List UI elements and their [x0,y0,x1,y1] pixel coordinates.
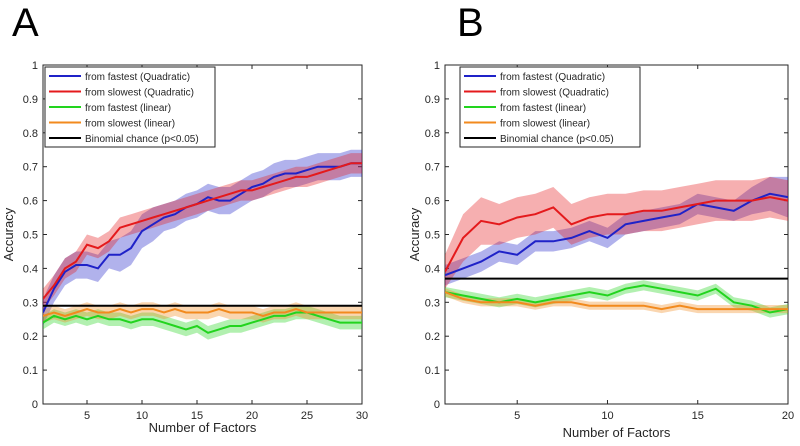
legend-label: from slowest (Quadratic) [85,88,194,99]
series-band-3 [445,280,788,318]
y-tick-label: 0.7 [425,162,440,174]
y-tick-label: 0.9 [425,94,440,106]
series-line-4 [445,291,788,311]
x-tick-label: 30 [356,410,368,422]
series-band-2 [43,153,362,310]
series-line-1 [445,192,788,277]
plot-marks [445,176,788,318]
y-tick-label: 0.3 [425,297,440,309]
y-tick-label: 0.2 [23,331,38,343]
x-tick-label: 15 [191,410,203,422]
y-axis-label: Accuracy [407,207,422,261]
panel-label: A [12,1,39,45]
x-tick-label: 10 [601,410,613,422]
legend: from fastest (Quadratic) from slowest (Qu… [459,66,641,148]
legend: from fastest (Quadratic) from slowest (Qu… [44,66,216,148]
y-tick-label: 0.3 [23,297,38,309]
x-tick-label: 25 [301,410,313,422]
y-tick-label: 0.2 [425,331,440,343]
series-band-4 [445,288,788,314]
legend-label: from fastest (linear) [85,103,171,114]
x-axis-label: Number of Factors [149,420,257,435]
legend-label: from fastest (linear) [500,103,586,114]
y-tick-label: 1 [32,60,38,72]
y-tick-label: 0 [32,399,38,411]
x-tick-label: 10 [136,410,148,422]
plot-marks [43,149,362,340]
y-tick-label: 0.5 [23,230,38,242]
y-tick-label: 0.4 [425,263,440,275]
y-tick-label: 0.4 [23,263,38,275]
y-tick-label: 0.1 [23,365,38,377]
legend-label: from slowest (linear) [500,119,590,130]
y-axis-label: Accuracy [1,207,16,261]
legend-label: from fastest (Quadratic) [500,72,605,83]
y-tick-label: 0 [434,399,440,411]
x-tick-label: 5 [514,410,520,422]
y-tick-label: 0.1 [425,365,440,377]
chart-panel-a: A00.10.20.30.40.50.60.70.80.915 10 15 20 25 3… [1,1,368,435]
series-line-2 [445,196,788,273]
legend-label: Binomial chance (p<0.05) [85,134,199,145]
x-tick-label: 15 [692,410,704,422]
y-tick-label: 0.9 [23,94,38,106]
y-tick-label: 0.8 [425,128,440,140]
x-axis-label: Number of Factors [563,425,671,440]
y-tick-label: 0.5 [425,230,440,242]
x-tick-label: 5 [84,410,90,422]
series-line-4 [43,308,362,317]
x-tick-label: 20 [782,410,794,422]
series-band-3 [43,305,362,340]
y-tick-label: 0.6 [23,196,38,208]
legend-label: from fastest (Quadratic) [85,72,190,83]
panel-label: B [457,1,484,45]
legend-label: Binomial chance (p<0.05) [500,134,614,145]
y-tick-label: 0.7 [23,162,38,174]
chart-panel-b: B00.10.20.30.40.50.60.70.80.915 10 15 20Num… [407,1,794,440]
series-line-2 [43,162,362,300]
y-tick-label: 0.6 [425,196,440,208]
x-tick-label: 20 [246,410,258,422]
y-tick-label: 1 [434,60,440,72]
legend-label: from slowest (Quadratic) [500,88,609,99]
series-line-1 [43,162,362,313]
y-tick-label: 0.8 [23,128,38,140]
legend-label: from slowest (linear) [85,119,175,130]
